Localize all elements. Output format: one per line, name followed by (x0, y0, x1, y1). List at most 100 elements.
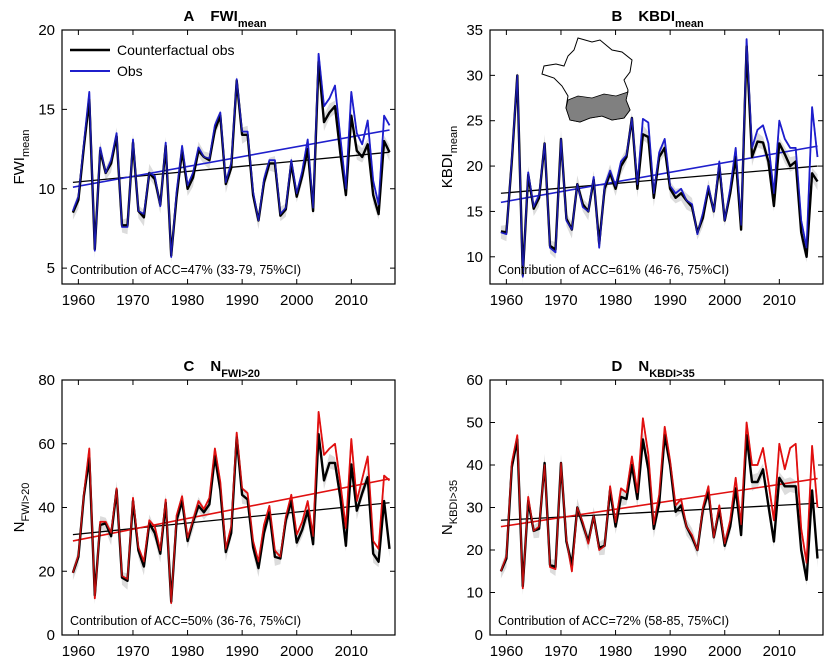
legend: Counterfactual obs Obs (70, 42, 235, 79)
x-tick-label: 1960 (62, 292, 95, 309)
y-tick-label: 30 (466, 67, 483, 84)
y-tick-label: 15 (38, 101, 55, 118)
obs-series-overlay (500, 417, 819, 589)
y-tick-label: 50 (466, 415, 483, 432)
title-sub: mean (675, 18, 704, 30)
y-tick-label: 5 (47, 260, 55, 277)
x-tick-label: 1960 (490, 643, 523, 659)
y-tick-label: 40 (466, 457, 483, 474)
panel-title: B KBDImean (612, 8, 705, 30)
panel-letter: C (184, 358, 195, 375)
y-tick-label: 10 (466, 585, 483, 602)
counterfactual-series-line (71, 60, 391, 257)
counterfactual-series-line (499, 434, 819, 588)
southern-france-region (565, 91, 631, 123)
x-tick-label: 2000 (280, 643, 313, 659)
title-main: FWI (210, 8, 238, 25)
obs-series-overlay (72, 411, 390, 604)
panel-letter: D (612, 358, 623, 375)
y-tick-label: 20 (38, 563, 55, 580)
counterfactual-trend-line (500, 165, 818, 194)
ylabel-sub: FWI>20 (20, 483, 32, 522)
acc-annotation: Contribution of ACC=50% (36-76, 75%CI) (70, 614, 301, 628)
title-sub: mean (238, 18, 267, 30)
y-axis-label: NFWI>20 (11, 483, 32, 533)
x-tick-label: 1980 (171, 292, 204, 309)
y-axis-label: KBDImean (439, 126, 460, 189)
panel-title: D NKBDI>35 (612, 358, 695, 380)
y-tick-label: 10 (38, 181, 55, 198)
title-sub: KBDI>35 (649, 368, 695, 380)
y-axis-label: FWImean (11, 129, 32, 184)
obs-trend-line (72, 478, 390, 542)
x-tick-label: 1980 (599, 643, 632, 659)
france-map-inset (541, 37, 633, 123)
y-tick-label: 25 (466, 113, 483, 130)
obs-series-overlay (500, 38, 819, 278)
x-tick-label: 1970 (544, 643, 577, 659)
y-tick-label: 0 (475, 627, 483, 644)
y-tick-label: 20 (466, 542, 483, 559)
x-tick-label: 1990 (225, 643, 258, 659)
plot-frame (61, 29, 396, 285)
ylabel-main: FWI (11, 157, 28, 185)
x-tick-label: 2010 (335, 643, 368, 659)
ylabel-sub: mean (20, 129, 32, 157)
acc-annotation: Contribution of ACC=47% (33-79, 75%CI) (70, 263, 301, 277)
x-tick-label: 2000 (708, 292, 741, 309)
y-tick-label: 0 (47, 627, 55, 644)
y-tick-label: 35 (466, 22, 483, 39)
x-tick-label: 1990 (653, 643, 686, 659)
ylabel-main: N (11, 521, 28, 532)
obs-trend-line (500, 145, 818, 204)
acc-annotation: Contribution of ACC=61% (46-76, 75%CI) (498, 263, 729, 277)
counterfactual-series-line (71, 433, 391, 603)
x-tick-label: 1980 (599, 292, 632, 309)
title-main: N (210, 358, 221, 375)
x-tick-label: 1970 (116, 292, 149, 309)
x-tick-label: 1980 (171, 643, 204, 659)
obs-series-overlay (72, 53, 391, 258)
x-tick-label: 2010 (335, 292, 368, 309)
x-tick-label: 2010 (763, 643, 796, 659)
y-tick-label: 40 (38, 500, 55, 517)
y-tick-label: 20 (466, 158, 483, 175)
ylabel-sub: mean (448, 126, 460, 154)
legend-label-counterfactual: Counterfactual obs (117, 42, 235, 58)
x-tick-label: 1970 (116, 643, 149, 659)
counterfactual-trend-line (500, 502, 818, 521)
ylabel-sub: KBDI>35 (448, 480, 460, 524)
acc-annotation: Contribution of ACC=72% (58-85, 75%CI) (498, 614, 729, 628)
legend-label-obs: Obs (117, 63, 143, 79)
x-tick-label: 2000 (708, 643, 741, 659)
y-tick-label: 60 (38, 436, 55, 453)
panel-title: A FWImean (184, 8, 267, 30)
ylabel-main: KBDI (439, 153, 456, 188)
panel-letter: B (612, 8, 623, 25)
x-tick-label: 1970 (544, 292, 577, 309)
x-tick-label: 1960 (490, 292, 523, 309)
y-tick-label: 60 (466, 372, 483, 389)
panel-title: C NFWI>20 (184, 358, 261, 380)
x-tick-label: 1990 (225, 292, 258, 309)
title-main: N (638, 358, 649, 375)
x-tick-label: 2000 (280, 292, 313, 309)
ylabel-main: N (439, 524, 456, 535)
title-sub: FWI>20 (221, 368, 260, 380)
x-tick-label: 1960 (62, 643, 95, 659)
plot-frame (489, 29, 824, 285)
y-tick-label: 20 (38, 22, 55, 39)
y-tick-label: 10 (466, 249, 483, 266)
x-tick-label: 1990 (653, 292, 686, 309)
y-tick-label: 15 (466, 203, 483, 220)
x-tick-label: 2010 (763, 292, 796, 309)
title-main: KBDI (638, 8, 675, 25)
panel-letter: A (184, 8, 195, 25)
y-tick-label: 80 (38, 372, 55, 389)
y-tick-label: 30 (466, 500, 483, 517)
